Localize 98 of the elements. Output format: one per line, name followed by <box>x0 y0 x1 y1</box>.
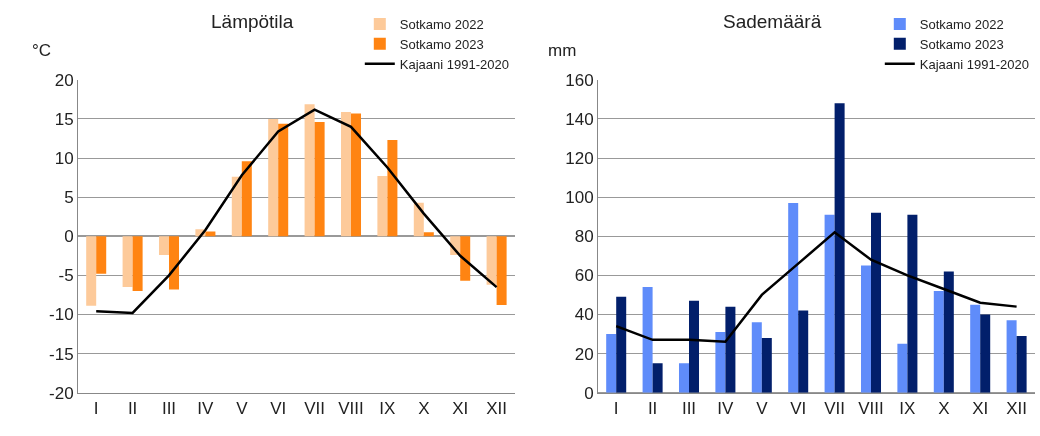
bar <box>907 214 918 393</box>
x-tick-label: V <box>756 399 769 419</box>
bar <box>860 265 871 393</box>
y-tick-label: -5 <box>58 266 74 286</box>
bar <box>652 363 663 393</box>
bar <box>751 322 762 393</box>
bar <box>486 236 497 285</box>
bar <box>788 203 799 393</box>
bar <box>834 103 845 393</box>
y-tick-label: 80 <box>574 227 594 247</box>
bar <box>304 104 315 237</box>
bar <box>169 236 180 290</box>
bar <box>423 232 434 237</box>
x-tick-label: IV <box>197 399 215 419</box>
bar <box>96 236 107 274</box>
bar <box>824 214 835 393</box>
x-tick-label: IX <box>899 399 916 419</box>
y-tick-label: 20 <box>54 70 74 90</box>
x-tick-label: IX <box>379 399 396 419</box>
line-series <box>614 231 1018 344</box>
x-tick-label: II <box>647 399 658 419</box>
y-tick-label: 20 <box>574 344 594 364</box>
bar <box>616 296 627 393</box>
legend-label: Sotkamo 2023 <box>919 36 1004 52</box>
bar <box>387 140 398 237</box>
y-tick-label: 120 <box>565 149 594 169</box>
bar <box>798 310 809 393</box>
line-series <box>94 108 498 315</box>
y-tick-label: -10 <box>49 305 74 325</box>
x-tick-label: VI <box>270 399 287 419</box>
bar <box>897 343 908 393</box>
x-tick-label: XI <box>972 399 989 419</box>
bar <box>340 111 351 237</box>
bar <box>460 236 471 281</box>
bar <box>943 271 954 393</box>
x-tick-label: VIII <box>338 399 364 419</box>
x-tick-label: VIII <box>858 399 884 419</box>
bar <box>1016 335 1027 393</box>
chart-title: Sademäärä <box>723 11 822 32</box>
legend-label: Kajaani 1991-2020 <box>919 56 1029 72</box>
x-tick-label: III <box>681 399 697 419</box>
y-tick-label: 5 <box>64 188 74 208</box>
legend-label: Sotkamo 2022 <box>399 17 484 33</box>
y-tick-label: 15 <box>54 109 74 129</box>
y-tick-label: 40 <box>574 305 594 325</box>
bar <box>715 332 726 393</box>
bar <box>606 334 617 393</box>
x-tick-label: XII <box>1006 399 1027 419</box>
y-tick-label: 0 <box>584 383 594 403</box>
bar <box>761 337 772 393</box>
bar <box>268 118 279 237</box>
bar <box>132 236 143 291</box>
y-axis-title: mm <box>548 41 577 60</box>
y-tick-label: -15 <box>49 344 74 364</box>
bar <box>278 123 289 237</box>
bar <box>678 363 689 393</box>
bar <box>871 212 882 393</box>
bar <box>231 176 242 237</box>
bar <box>314 122 325 237</box>
bar <box>86 236 97 306</box>
bar <box>377 176 388 237</box>
x-tick-label: XII <box>486 399 507 419</box>
legend-label: Kajaani 1991-2020 <box>399 56 509 72</box>
bar <box>725 306 736 393</box>
bar <box>970 304 981 393</box>
x-tick-label: I <box>93 399 99 419</box>
bar <box>689 300 700 393</box>
bar <box>642 287 653 393</box>
y-tick-label: -20 <box>49 383 74 403</box>
bar <box>351 113 362 237</box>
bar <box>1006 320 1017 393</box>
x-tick-label: XI <box>452 399 469 419</box>
bar <box>241 161 252 237</box>
bar <box>122 236 133 288</box>
y-tick-label: 100 <box>565 188 594 208</box>
y-axis-title: °C <box>32 41 52 60</box>
y-tick-label: 60 <box>574 266 594 286</box>
x-tick-label: II <box>127 399 138 419</box>
x-tick-label: V <box>236 399 249 419</box>
chart-title: Lämpötila <box>211 11 294 32</box>
x-tick-label: I <box>613 399 619 419</box>
x-tick-label: X <box>418 399 430 419</box>
legend-label: Sotkamo 2022 <box>919 17 1004 33</box>
x-tick-label: IV <box>717 399 735 419</box>
bar <box>980 314 991 393</box>
y-tick-label: 140 <box>565 109 594 129</box>
y-tick-label: 160 <box>565 70 594 90</box>
x-tick-label: VI <box>790 399 807 419</box>
x-tick-label: III <box>161 399 177 419</box>
y-tick-label: 10 <box>54 149 74 169</box>
bar <box>496 236 507 306</box>
bar <box>158 236 169 256</box>
x-tick-label: X <box>938 399 950 419</box>
legend-label: Sotkamo 2023 <box>399 36 484 52</box>
y-tick-label: 0 <box>64 227 74 247</box>
bar <box>933 291 944 393</box>
x-tick-label: VII <box>304 399 325 419</box>
x-tick-label: VII <box>824 399 845 419</box>
